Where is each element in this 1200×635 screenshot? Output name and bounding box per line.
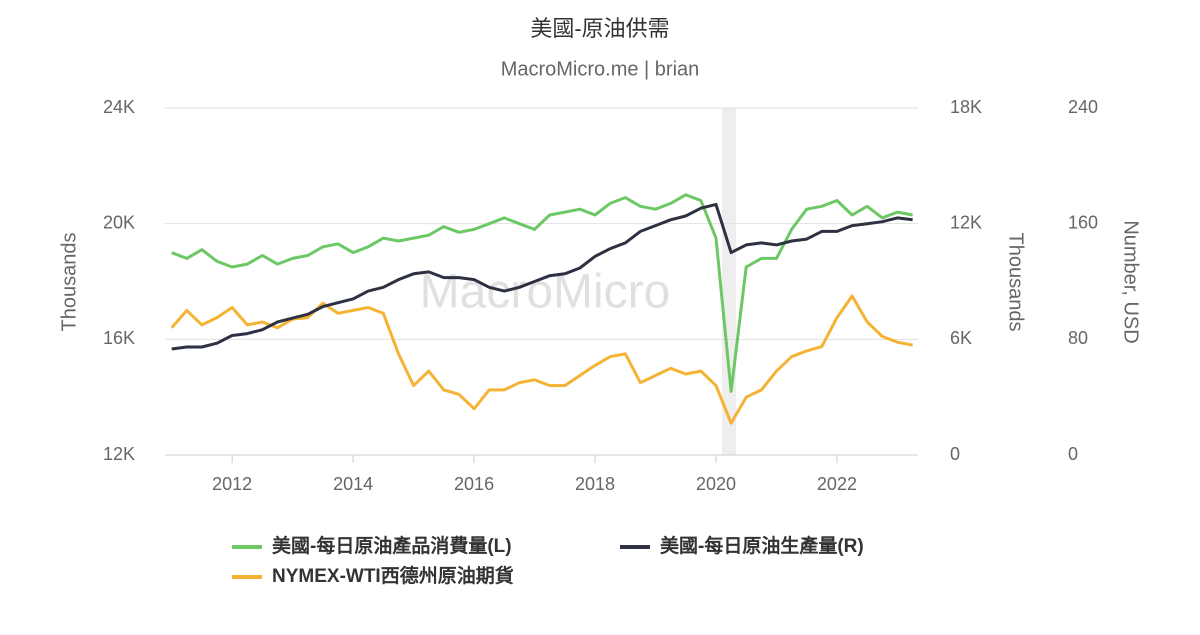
x-tick-label: 2016	[454, 474, 494, 494]
x-tick-label: 2012	[212, 474, 252, 494]
legend-label[interactable]: 美國-每日原油生產量(R)	[660, 534, 864, 557]
y-tick-label: 20K	[103, 212, 135, 232]
x-tick-label: 2018	[575, 474, 615, 494]
y3-tick-label: 0	[1068, 444, 1078, 464]
x-tick-label: 2022	[817, 474, 857, 494]
watermark: MacroMicro	[420, 266, 671, 319]
legend-label[interactable]: 美國-每日原油產品消費量(L)	[272, 534, 512, 557]
y3-axis-title: Number, USD	[1120, 220, 1142, 343]
y3-tick-label: 240	[1068, 97, 1098, 117]
y-tick-label: 24K	[103, 97, 135, 117]
series-line	[171, 202, 913, 351]
x-tick-label: 2014	[333, 474, 373, 494]
chart-subtitle: MacroMicro.me | brian	[501, 58, 700, 80]
legend-label[interactable]: NYMEX-WTI西德州原油期貨	[272, 564, 514, 587]
y3-tick-label: 160	[1068, 212, 1098, 232]
chart-title: 美國-原油供需	[530, 16, 669, 41]
series-line	[171, 193, 913, 393]
y2-tick-label: 18K	[950, 97, 982, 117]
y3-tick-label: 80	[1068, 328, 1088, 348]
y2-tick-label: 6K	[950, 328, 972, 348]
y-tick-label: 12K	[103, 444, 135, 464]
x-tick-label: 2020	[696, 474, 736, 494]
y-axis-title: Thousands	[58, 233, 80, 332]
y2-axis-title: Thousands	[1005, 233, 1027, 332]
y2-tick-label: 0	[950, 444, 960, 464]
y2-tick-label: 12K	[950, 212, 982, 232]
y-tick-label: 16K	[103, 328, 135, 348]
